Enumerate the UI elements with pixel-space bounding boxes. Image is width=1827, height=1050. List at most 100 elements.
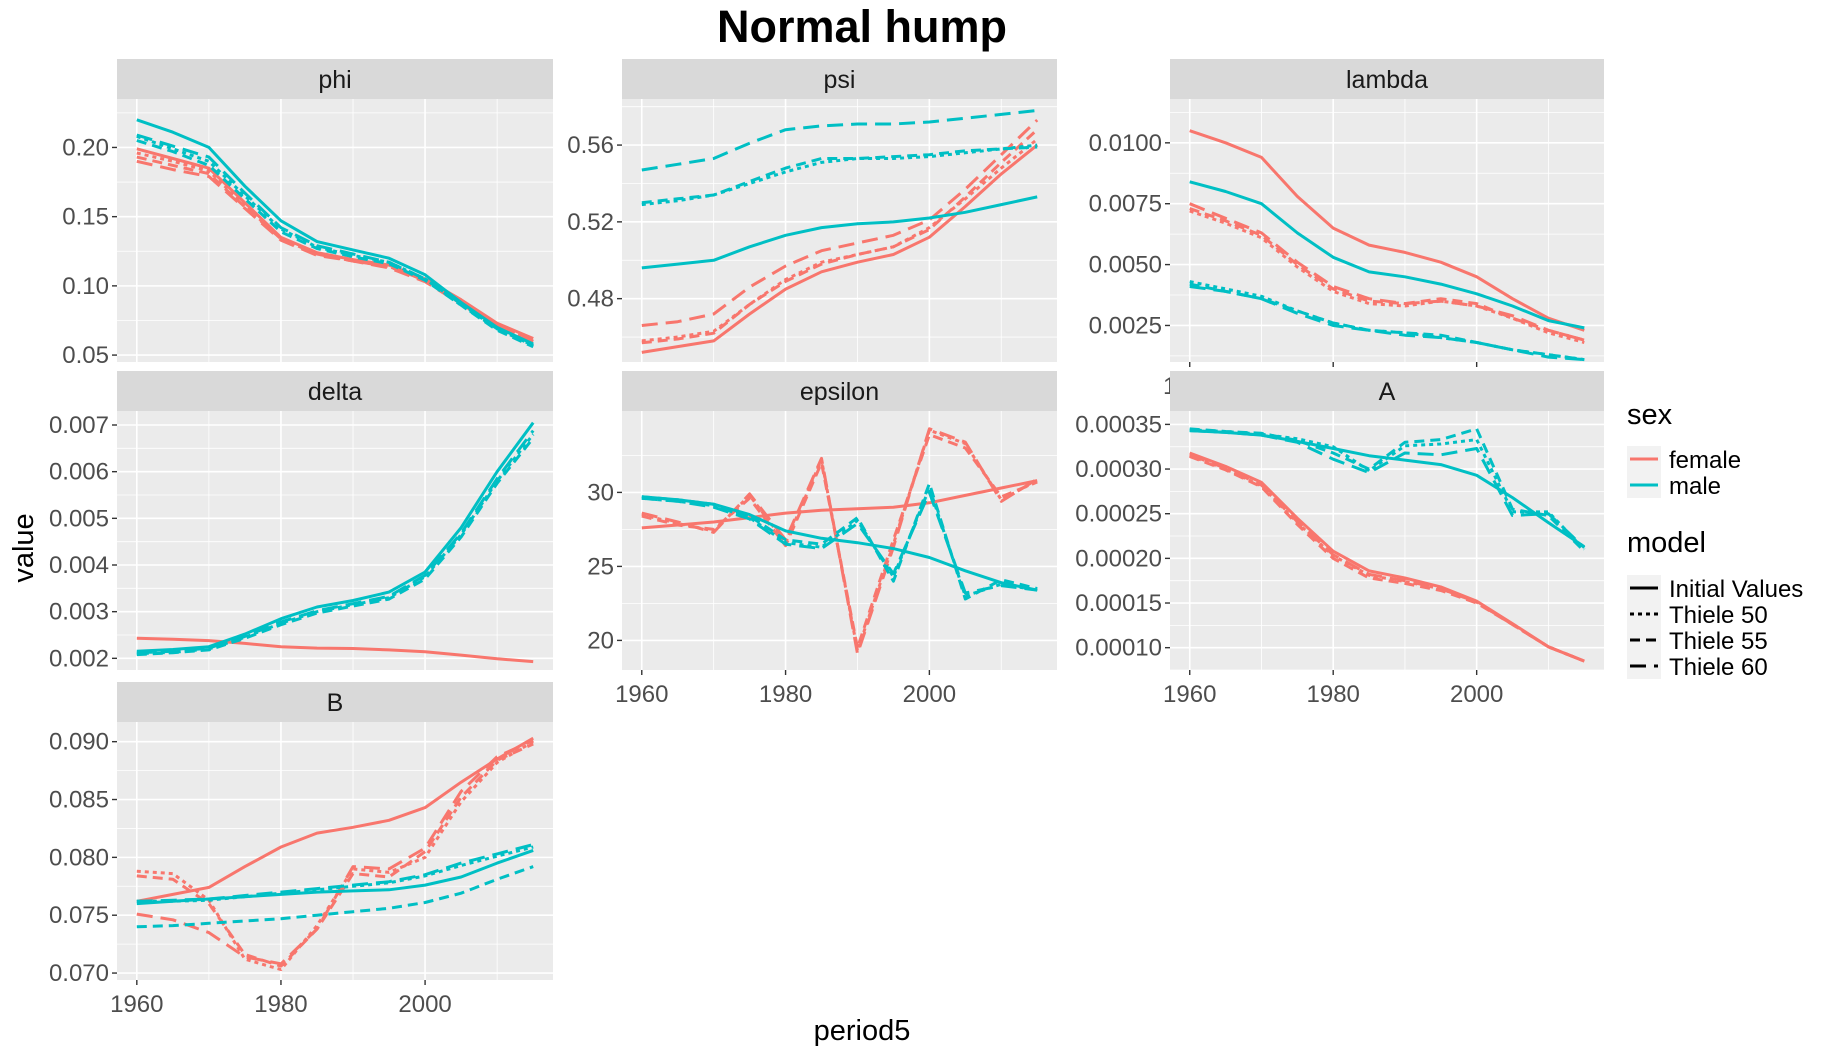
y-tick-label: 0.080 xyxy=(49,844,109,871)
series-line-lambda-male-thiele-60 xyxy=(1189,285,1585,362)
facet-strip-phi xyxy=(117,59,553,99)
legend-label-thiele-55: Thiele 55 xyxy=(1669,628,1768,655)
y-tick-label: 0.0025 xyxy=(1089,312,1162,339)
facet-panels: phi 0.05 0.10 0.15 0.20 psi 0.48 0.52 0.56 lambda… xyxy=(49,59,1604,1018)
y-tick-label: 0.003 xyxy=(49,599,109,626)
series-line-a-male-thiele-55 xyxy=(1189,427,1586,553)
y-tick-label: 0.0075 xyxy=(1089,191,1162,218)
panel-background-a xyxy=(1170,411,1604,670)
series-line-epsilon-female-thiele-55 xyxy=(641,433,1038,650)
facet-a: A 0.00010 0.00015 0.00020 0.00025 0.00030 0.00… xyxy=(1075,371,1604,708)
x-tick-label: 1960 xyxy=(110,991,163,1018)
facet-label-epsilon: epsilon xyxy=(800,378,879,406)
series-line-b-male-thiele-60 xyxy=(136,843,534,903)
y-tick-label: 0.090 xyxy=(49,729,109,756)
y-tick-label: 0.007 xyxy=(49,412,109,439)
series-line-delta-male-thiele-60 xyxy=(136,429,535,655)
legend-label-thiele-60: Thiele 60 xyxy=(1669,654,1768,681)
x-tick-label: 1980 xyxy=(759,681,812,708)
facet-psi: psi 0.48 0.52 0.56 xyxy=(567,59,1057,362)
series-line-epsilon-female-initial-values xyxy=(641,479,1038,530)
facet-epsilon: epsilon 20 25 30 1960 1980 2000 xyxy=(587,371,1057,708)
series-line-psi-female-initial-values xyxy=(641,143,1039,354)
series-line-lambda-female-initial-values xyxy=(1189,129,1585,332)
series-line-epsilon-male-thiele-55 xyxy=(641,482,1038,601)
series-line-b-male-thiele-55 xyxy=(136,865,534,929)
y-tick-label: 0.002 xyxy=(49,645,109,672)
y-tick-label: 30 xyxy=(587,479,614,506)
panel-background-psi xyxy=(622,99,1057,362)
legend-label-male: male xyxy=(1669,473,1721,500)
series-line-phi-male-thiele-55 xyxy=(136,139,534,349)
series-line-psi-male-initial-values xyxy=(641,195,1038,270)
series-line-delta-female-initial-values xyxy=(136,636,534,664)
panel-background-lambda xyxy=(1170,99,1604,362)
y-tick-label: 0.20 xyxy=(62,134,109,161)
y-tick-label: 0.10 xyxy=(62,273,109,300)
series-line-psi-female-thiele-50 xyxy=(641,138,1039,343)
facet-lambda: lambda0.00250.00500.00750.01001960198020… xyxy=(1089,59,1604,400)
y-tick-label: 25 xyxy=(587,553,614,580)
y-tick-label: 0.085 xyxy=(49,787,109,814)
y-tick-label: 20 xyxy=(587,627,614,654)
y-tick-label: 0.006 xyxy=(49,459,109,486)
y-tick-label: 0.05 xyxy=(62,342,109,369)
series-line-delta-male-initial-values xyxy=(136,421,535,653)
y-tick-label: 0.00030 xyxy=(1075,456,1162,483)
legend-label-thiele-50: Thiele 50 xyxy=(1669,602,1768,629)
y-tick-label: 0.075 xyxy=(49,902,109,929)
y-tick-label: 0.070 xyxy=(49,960,109,987)
y-tick-label: 0.00020 xyxy=(1075,545,1162,572)
facet-label-phi: phi xyxy=(318,66,351,94)
series-line-a-female-thiele-55 xyxy=(1189,455,1585,663)
series-line-b-female-initial-values xyxy=(136,736,534,903)
series-line-psi-male-thiele-55 xyxy=(641,145,1038,205)
y-tick-label: 0.00015 xyxy=(1075,590,1162,617)
y-axis-title: value xyxy=(8,513,40,582)
legend-label-initial-values: Initial Values xyxy=(1669,576,1803,603)
facet-strip-delta xyxy=(117,371,553,411)
facet-label-delta: delta xyxy=(308,378,362,406)
y-tick-label: 0.0100 xyxy=(1089,130,1162,157)
facet-delta: delta 0.002 0.003 0.004 0.005 0.006 0.007 xyxy=(49,371,553,672)
x-tick-label: 2000 xyxy=(398,991,451,1018)
facet-strip-epsilon xyxy=(622,371,1057,411)
x-tick-label: 1960 xyxy=(1163,681,1216,708)
series-line-psi-male-thiele-60 xyxy=(641,109,1038,172)
facet-label-b: B xyxy=(327,689,344,717)
x-tick-label: 2000 xyxy=(1450,681,1503,708)
facet-b: B 0.070 0.075 0.080 0.085 0.090 1960 1980 2000 xyxy=(49,682,553,1018)
panel-background-delta xyxy=(117,411,553,670)
series-line-b-female-thiele-60 xyxy=(136,739,534,966)
facet-label-psi: psi xyxy=(824,66,856,94)
y-tick-label: 0.56 xyxy=(567,132,614,159)
series-line-b-male-thiele-50 xyxy=(136,845,534,903)
y-tick-label: 0.00035 xyxy=(1075,411,1162,438)
x-axis-title: period5 xyxy=(814,1015,911,1047)
panel-background-b xyxy=(117,722,553,980)
legend-title-sex: sex xyxy=(1627,399,1673,431)
series-line-delta-male-thiele-55 xyxy=(136,437,535,657)
series-line-a-male-thiele-60 xyxy=(1189,429,1586,549)
y-tick-label: 0.00010 xyxy=(1075,635,1162,662)
facet-phi: phi 0.05 0.10 0.15 0.20 xyxy=(62,59,553,369)
series-line-lambda-female-thiele-55 xyxy=(1189,207,1585,342)
facet-label-a: A xyxy=(1379,378,1396,406)
x-tick-label: 2000 xyxy=(903,681,956,708)
series-line-a-female-thiele-50 xyxy=(1189,454,1585,663)
y-tick-label: 0.52 xyxy=(567,209,614,236)
legend-label-female: female xyxy=(1669,447,1741,474)
facet-strip-b xyxy=(117,682,553,722)
y-tick-label: 0.0050 xyxy=(1089,252,1162,279)
plot-title: Normal hump xyxy=(717,1,1007,52)
x-tick-label: 1980 xyxy=(254,991,307,1018)
legend-title-model: model xyxy=(1627,527,1706,559)
series-line-lambda-male-initial-values xyxy=(1189,180,1585,330)
y-tick-label: 0.15 xyxy=(62,204,109,231)
y-tick-label: 0.005 xyxy=(49,505,109,532)
facet-strip-a xyxy=(1170,371,1604,411)
facet-label-lambda: lambda xyxy=(1346,66,1428,94)
series-line-epsilon-female-thiele-60 xyxy=(641,427,1038,656)
